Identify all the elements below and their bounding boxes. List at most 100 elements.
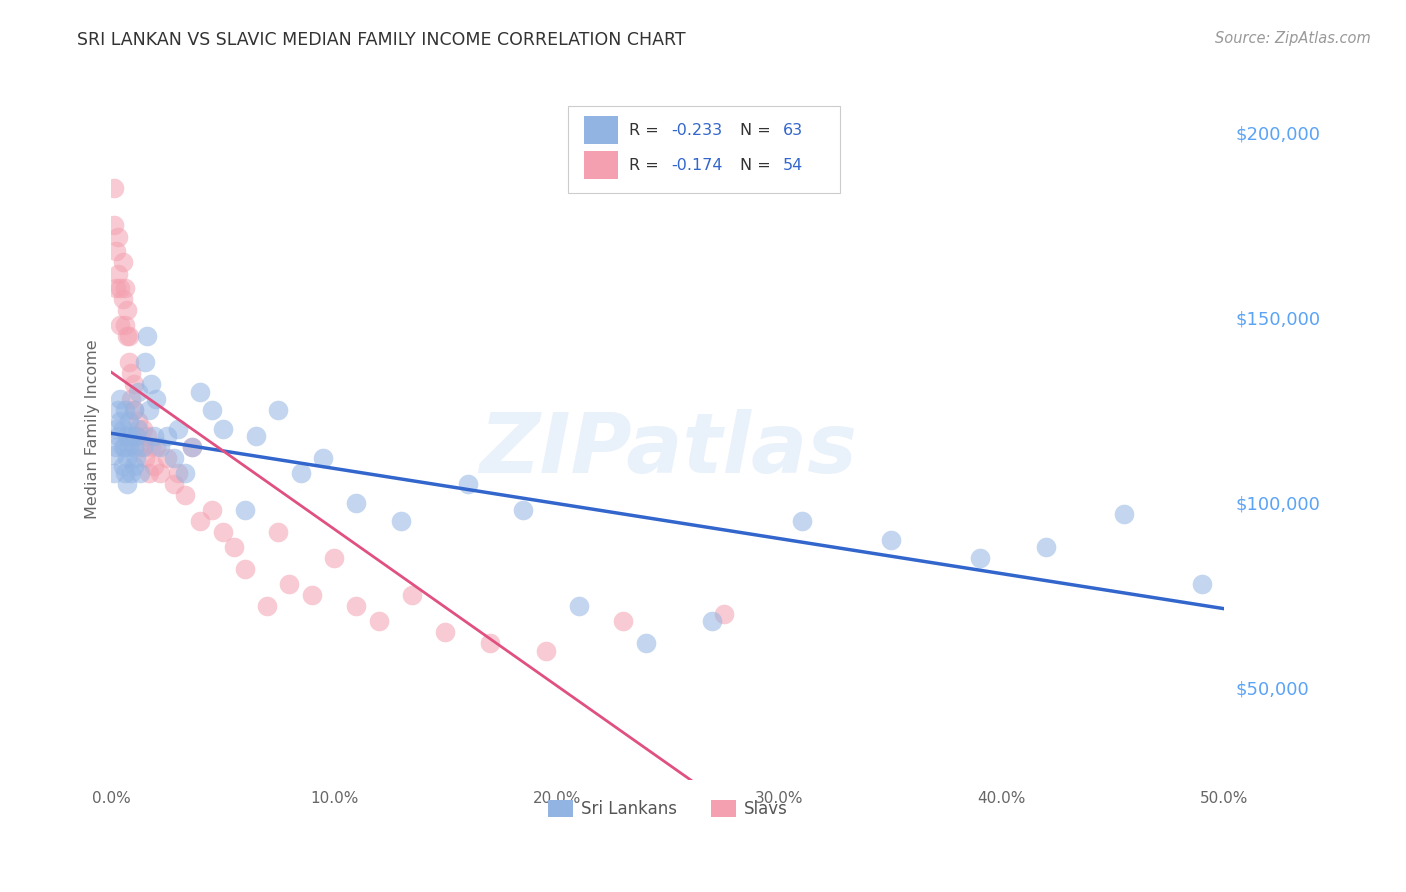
Point [110,392,132,407]
Point [103,448,125,462]
Point [118,415,141,429]
Point [200,403,222,417]
Point [141,377,163,392]
Point [879,533,901,547]
Point [190,384,212,399]
Point [136,329,159,343]
Point [167,467,190,481]
Point [233,503,256,517]
Point [142,458,165,473]
Point [969,551,991,566]
Point [163,477,186,491]
Point [125,429,148,443]
Point [173,488,195,502]
Point [107,229,129,244]
Bar [585,116,617,145]
Point [389,514,412,528]
Point [120,367,142,381]
Point [301,588,323,602]
Point [103,181,125,195]
Point [125,429,148,443]
Point [367,614,389,628]
Bar [585,152,617,179]
Point [267,403,290,417]
Point [120,392,142,407]
Point [129,467,152,481]
Text: 63: 63 [783,123,803,137]
Y-axis label: Median Family Income: Median Family Income [86,339,100,518]
Point [534,644,557,658]
Text: -0.174: -0.174 [671,158,723,173]
Point [1114,507,1136,521]
Point [111,458,134,473]
Point [145,441,167,455]
Point [110,318,132,333]
Point [118,329,141,343]
Point [103,219,125,233]
Point [114,281,136,295]
Point [127,384,149,399]
Point [134,451,156,466]
Text: N =: N = [741,158,776,173]
Point [163,451,186,466]
Point [125,451,148,466]
Point [122,403,145,417]
Text: Source: ZipAtlas.com: Source: ZipAtlas.com [1215,31,1371,46]
Point [122,458,145,473]
FancyBboxPatch shape [568,105,841,194]
Point [180,441,202,455]
Point [107,429,129,443]
Point [114,403,136,417]
Point [107,403,129,417]
Point [344,599,367,614]
Text: R =: R = [628,158,664,173]
Point [114,441,136,455]
Text: SRI LANKAN VS SLAVIC MEDIAN FAMILY INCOME CORRELATION CHART: SRI LANKAN VS SLAVIC MEDIAN FAMILY INCOM… [77,31,686,49]
Point [145,392,167,407]
Point [180,441,202,455]
Point [115,329,138,343]
Point [256,599,278,614]
Point [111,422,134,436]
Point [167,422,190,436]
Point [115,477,138,491]
Point [211,525,233,540]
Point [222,541,245,555]
Point [111,255,134,269]
Point [136,429,159,443]
Point [114,318,136,333]
Point [120,467,142,481]
Point [173,467,195,481]
Point [111,293,134,307]
Point [1191,577,1213,591]
Point [233,562,256,576]
Point [104,422,127,436]
Point [457,477,479,491]
Point [129,441,152,455]
Text: 54: 54 [783,158,803,173]
Point [478,636,501,650]
Point [634,636,657,650]
Point [122,441,145,455]
Point [138,467,160,481]
Point [568,599,591,614]
Point [702,614,724,628]
Point [323,551,346,566]
Text: N =: N = [741,123,776,137]
Text: -0.233: -0.233 [671,123,723,137]
Point [134,355,156,369]
Point [115,451,138,466]
Point [278,577,301,591]
Point [127,422,149,436]
Point [111,441,134,455]
Point [122,403,145,417]
Point [110,281,132,295]
Point [131,441,153,455]
Point [104,441,127,455]
Point [211,422,233,436]
Point [344,496,367,510]
Point [401,588,423,602]
Point [115,429,138,443]
Legend: Sri Lankans, Slavs: Sri Lankans, Slavs [541,793,794,825]
Point [245,429,267,443]
